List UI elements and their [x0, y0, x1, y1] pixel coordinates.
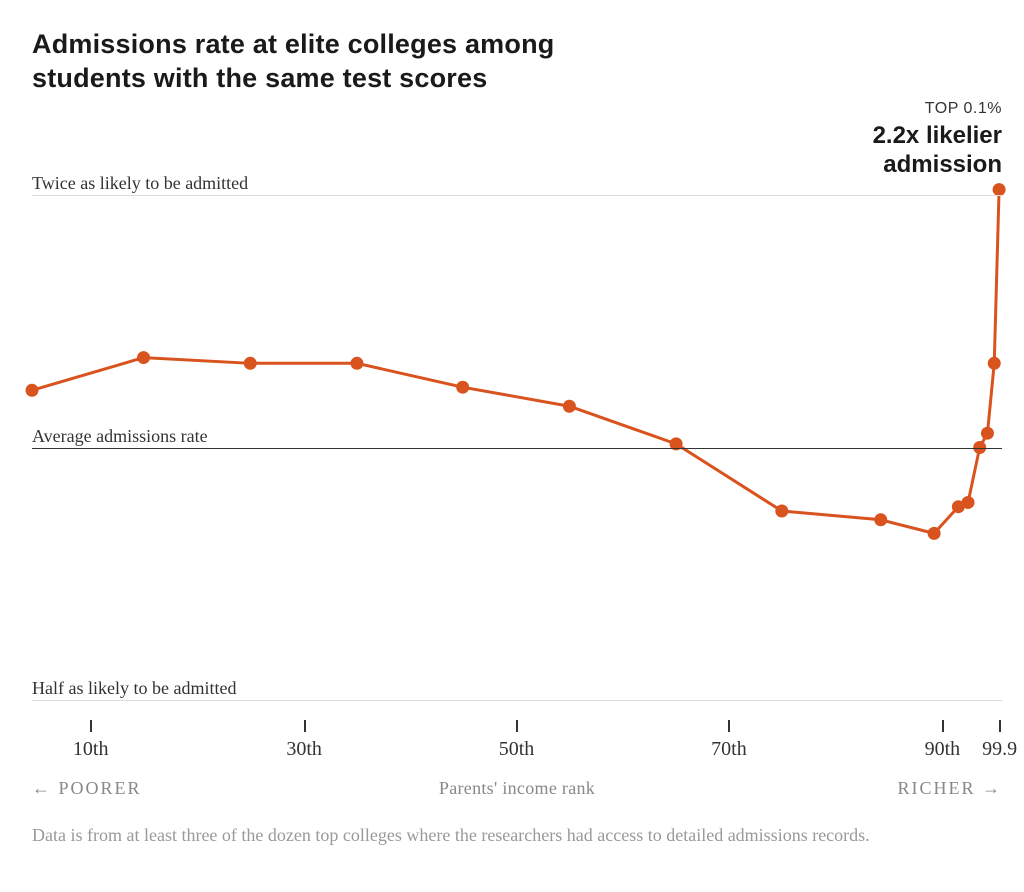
gridline	[32, 700, 1002, 701]
tick-label: 10th	[73, 738, 109, 761]
x-tick: 70th	[728, 720, 729, 732]
footnote: Data is from at least three of the dozen…	[32, 822, 1002, 848]
axis-label-center: Parents' income rank	[439, 778, 595, 799]
chart-area: Twice as likely to be admittedAverage ad…	[32, 195, 1002, 700]
data-point	[244, 357, 257, 370]
tick-label: 50th	[499, 738, 535, 761]
callout-line-1: 2.2x likelier	[873, 122, 1002, 149]
callout-top-label: TOP 0.1%	[925, 100, 1002, 118]
gridline-label: Average admissions rate	[32, 426, 208, 447]
data-point	[928, 527, 941, 540]
data-point	[874, 513, 887, 526]
tick-mark	[516, 720, 518, 732]
gridline	[32, 195, 1002, 196]
gridline-label: Twice as likely to be admitted	[32, 173, 248, 194]
tick-mark	[90, 720, 92, 732]
data-point	[456, 381, 469, 394]
series-line	[32, 190, 999, 534]
tick-mark	[999, 720, 1001, 732]
callout-line-2: admission	[883, 151, 1002, 178]
tick-mark	[728, 720, 730, 732]
data-point	[137, 351, 150, 364]
tick-label: 99.9	[982, 738, 1017, 761]
tick-mark	[304, 720, 306, 732]
chart-title: Admissions rate at elite colleges among …	[32, 28, 652, 96]
gridline-label: Half as likely to be admitted	[32, 678, 236, 699]
x-tick: 30th	[304, 720, 305, 732]
axis-label-richer: RICHER →	[897, 778, 1002, 799]
data-point	[775, 505, 788, 518]
x-axis: 10th 30th 50th 70th 90th 99.9	[32, 720, 1002, 780]
data-point	[26, 384, 39, 397]
tick-mark	[942, 720, 944, 732]
data-point	[962, 496, 975, 509]
x-tick: 10th	[90, 720, 91, 732]
x-tick: 99.9	[999, 720, 1000, 732]
tick-label: 90th	[925, 738, 961, 761]
data-point	[563, 400, 576, 413]
gridline	[32, 448, 1002, 449]
tick-label: 30th	[286, 738, 322, 761]
callout-headline: 2.2x likelier admission	[873, 122, 1002, 180]
tick-label: 70th	[711, 738, 747, 761]
data-point	[350, 357, 363, 370]
x-tick: 90th	[942, 720, 943, 732]
data-point	[988, 357, 1001, 370]
x-tick: 50th	[516, 720, 517, 732]
data-point	[981, 427, 994, 440]
axis-label-poorer: ← POORER	[32, 778, 142, 799]
